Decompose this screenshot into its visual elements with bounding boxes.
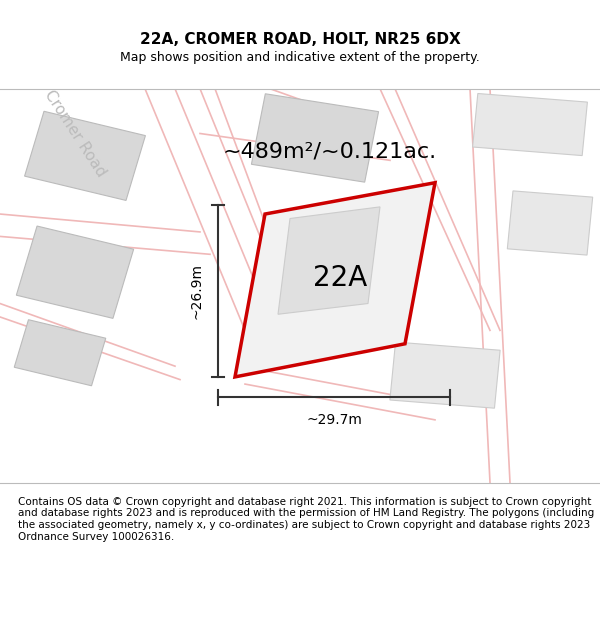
Polygon shape bbox=[508, 191, 593, 255]
Text: Cromer Road: Cromer Road bbox=[41, 88, 109, 179]
Polygon shape bbox=[278, 207, 380, 314]
Text: 22A: 22A bbox=[313, 264, 367, 292]
Polygon shape bbox=[473, 94, 587, 156]
Polygon shape bbox=[16, 226, 134, 318]
Text: Map shows position and indicative extent of the property.: Map shows position and indicative extent… bbox=[120, 51, 480, 64]
Text: ~489m²/~0.121ac.: ~489m²/~0.121ac. bbox=[223, 141, 437, 161]
Polygon shape bbox=[251, 94, 379, 182]
Text: ~26.9m: ~26.9m bbox=[189, 263, 203, 319]
Polygon shape bbox=[25, 111, 145, 201]
Polygon shape bbox=[390, 342, 500, 408]
Polygon shape bbox=[235, 182, 435, 377]
Text: 22A, CROMER ROAD, HOLT, NR25 6DX: 22A, CROMER ROAD, HOLT, NR25 6DX bbox=[140, 32, 460, 48]
Polygon shape bbox=[14, 320, 106, 386]
Text: ~29.7m: ~29.7m bbox=[306, 413, 362, 427]
Text: Contains OS data © Crown copyright and database right 2021. This information is : Contains OS data © Crown copyright and d… bbox=[18, 497, 594, 541]
